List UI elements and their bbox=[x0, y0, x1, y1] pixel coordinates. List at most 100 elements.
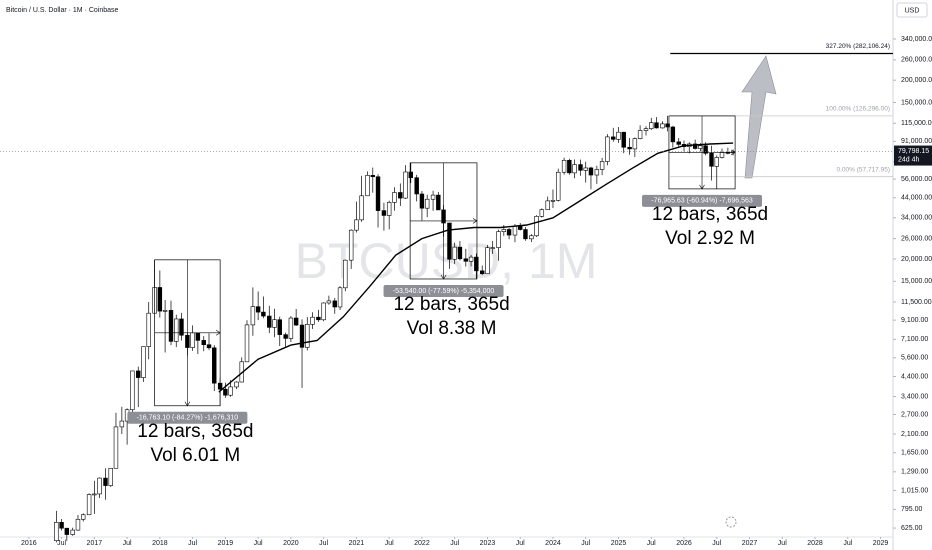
x-tick-label: Jul bbox=[319, 540, 328, 547]
candle-body bbox=[594, 169, 600, 176]
candle-body bbox=[539, 209, 545, 217]
y-tick-label: 44,000.00 bbox=[901, 195, 932, 202]
y-tick-label: 91,000.00 bbox=[901, 138, 932, 145]
x-tick-label: 2019 bbox=[218, 540, 234, 547]
candle-body bbox=[512, 225, 518, 236]
y-tick-label: 11,500.00 bbox=[901, 299, 932, 306]
candle-body bbox=[719, 152, 725, 158]
candle-body bbox=[288, 317, 294, 339]
candle-body bbox=[113, 426, 119, 469]
y-tick-label: 15,000.00 bbox=[901, 278, 932, 285]
candle-body bbox=[517, 225, 523, 230]
last-price-label: 79,798.15 bbox=[898, 148, 929, 155]
y-tick-label: 3,400.00 bbox=[901, 393, 928, 400]
countdown-label: 24d 4h bbox=[898, 156, 920, 163]
candle-body bbox=[490, 247, 495, 249]
candle-body bbox=[703, 145, 708, 154]
candle-body bbox=[555, 171, 561, 201]
candle-body bbox=[709, 153, 714, 167]
candle-body bbox=[162, 310, 168, 312]
candle-body bbox=[637, 130, 643, 139]
candle-body bbox=[649, 122, 654, 130]
candle-body bbox=[496, 231, 501, 248]
y-tick-label: 200,000.00 bbox=[901, 77, 932, 84]
candle-body bbox=[201, 340, 206, 346]
candle-body bbox=[545, 200, 550, 211]
measure-arrowhead bbox=[440, 274, 447, 280]
projection-arrow bbox=[741, 55, 777, 179]
measure-label: -76,965.63 (-60.94%) -7,696,563 bbox=[651, 198, 753, 205]
candle-body bbox=[632, 138, 638, 150]
y-tick-label: 340,000.00 bbox=[901, 36, 932, 43]
candle-body bbox=[141, 346, 146, 378]
candle-body bbox=[660, 123, 665, 129]
candle-body bbox=[447, 222, 452, 260]
candle-body bbox=[97, 477, 102, 495]
candle-body bbox=[277, 319, 282, 335]
replay-icon[interactable] bbox=[725, 516, 737, 528]
y-tick-label: 34,000.00 bbox=[901, 215, 932, 222]
x-tick-label: 2024 bbox=[545, 540, 561, 547]
candle-body bbox=[337, 287, 343, 308]
candle-body bbox=[419, 193, 425, 209]
measure-arrowhead bbox=[215, 330, 221, 336]
y-tick-label: 56,000.00 bbox=[901, 176, 932, 183]
candle-body bbox=[534, 216, 539, 237]
candle-body bbox=[485, 247, 490, 275]
measure-label-box bbox=[127, 411, 248, 424]
candle-body bbox=[108, 467, 113, 486]
x-tick-label: Jul bbox=[516, 540, 525, 547]
candle-body bbox=[506, 229, 512, 236]
y-tick-label: 150,000.00 bbox=[901, 99, 932, 106]
candle-body bbox=[381, 210, 387, 216]
fib-label: 0.00% (57,717.95) bbox=[837, 166, 890, 173]
candle-body bbox=[70, 529, 75, 535]
y-tick-label: 260,000.00 bbox=[901, 57, 932, 64]
fib-label: 100.00% (126,296.00) bbox=[826, 106, 890, 113]
candle-body bbox=[348, 229, 354, 261]
symbol-title: Bitcoin / U.S. Dollar · 1M · Coinbase bbox=[6, 7, 119, 14]
measure-volume: Vol 2.92 M bbox=[665, 228, 755, 249]
candle-body bbox=[332, 300, 338, 308]
candle-body bbox=[523, 229, 528, 240]
candle-body bbox=[365, 175, 370, 197]
candle-body bbox=[119, 420, 125, 428]
candle-body bbox=[621, 131, 626, 148]
candle-body bbox=[354, 219, 359, 231]
candle-body bbox=[234, 381, 239, 388]
candle-body bbox=[267, 315, 272, 328]
x-tick-label: 2023 bbox=[480, 540, 496, 547]
candle-body bbox=[452, 246, 457, 260]
currency-label[interactable]: USD bbox=[905, 7, 920, 14]
candle-body bbox=[206, 344, 212, 349]
candle-body bbox=[676, 141, 681, 145]
candle-body bbox=[583, 167, 588, 171]
measure-label-box bbox=[642, 194, 763, 207]
candle-body bbox=[643, 128, 649, 131]
y-tick-label: 5,600.00 bbox=[901, 355, 928, 362]
x-tick-label: 2022 bbox=[414, 540, 430, 547]
candle-body bbox=[550, 200, 556, 202]
x-tick-label: Jul bbox=[843, 540, 852, 547]
candle-body bbox=[572, 164, 577, 174]
x-tick-label: Jul bbox=[581, 540, 590, 547]
measure-label: -16,763.10 (-84.27%) -1,676,310 bbox=[137, 415, 239, 422]
x-tick-label: Jul bbox=[647, 540, 656, 547]
candle-body bbox=[195, 332, 201, 341]
candle-body bbox=[283, 334, 288, 339]
candle-body bbox=[698, 145, 703, 149]
candle-body bbox=[627, 146, 632, 150]
candle-body bbox=[599, 161, 605, 170]
watermark: BTCUSD, 1M bbox=[295, 233, 598, 289]
x-tick-label: 2028 bbox=[807, 540, 823, 547]
candle-body bbox=[272, 319, 277, 328]
candle-body bbox=[561, 159, 567, 173]
x-tick-label: 2020 bbox=[283, 540, 299, 547]
currency-box[interactable] bbox=[896, 2, 928, 18]
candle-body bbox=[80, 514, 86, 520]
x-tick-label: Jul bbox=[254, 540, 263, 547]
candle-body bbox=[146, 312, 151, 347]
x-tick-label: Jul bbox=[385, 540, 394, 547]
x-tick-label: 2018 bbox=[152, 540, 168, 547]
